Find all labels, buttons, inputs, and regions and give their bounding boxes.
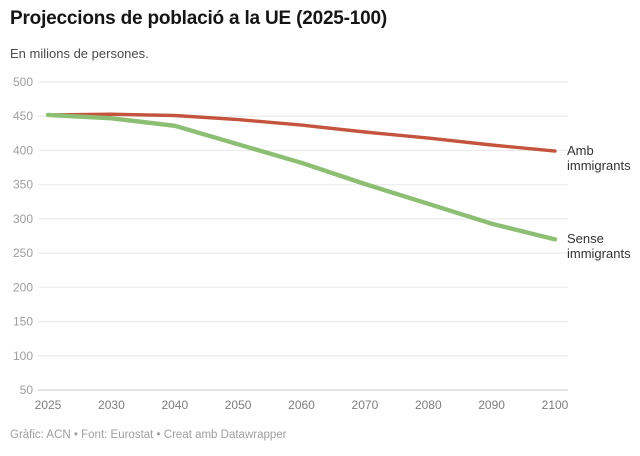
x-tick-label-2040: 2040 bbox=[161, 398, 188, 412]
series-label-sense-immigrants: Sense immigrants bbox=[567, 231, 631, 261]
x-tick-label-2060: 2060 bbox=[288, 398, 315, 412]
chart-footer: Gràfic: ACN • Font: Eurostat • Creat amb… bbox=[10, 429, 287, 441]
y-tick-label-100: 100 bbox=[13, 349, 33, 363]
x-tick-label-2030: 2030 bbox=[98, 398, 125, 412]
x-tick-label-2080: 2080 bbox=[415, 398, 442, 412]
y-tick-label-500: 500 bbox=[13, 75, 33, 89]
series-line-amb-immigrants bbox=[46, 112, 557, 153]
series-line-sense-immigrants bbox=[45, 112, 558, 242]
x-tick-label-2070: 2070 bbox=[352, 398, 379, 412]
y-tick-label-200: 200 bbox=[13, 280, 33, 294]
y-tick-label-300: 300 bbox=[13, 212, 33, 226]
x-tick-label-2100: 2100 bbox=[542, 398, 569, 412]
chart-subtitle: En milions de persones. bbox=[10, 46, 149, 61]
y-tick-label-150: 150 bbox=[13, 315, 33, 329]
x-tick-label-2050: 2050 bbox=[225, 398, 252, 412]
y-tick-label-400: 400 bbox=[13, 143, 33, 157]
x-tick-label-2090: 2090 bbox=[478, 398, 505, 412]
y-tick-label-250: 250 bbox=[13, 246, 33, 260]
chart-title: Projeccions de població a la UE (2025-10… bbox=[10, 8, 388, 29]
y-tick-label-50: 50 bbox=[20, 383, 34, 397]
y-tick-label-450: 450 bbox=[13, 109, 33, 123]
series-label-amb-immigrants: Amb immigrants bbox=[567, 143, 631, 173]
y-tick-label-350: 350 bbox=[13, 178, 33, 192]
x-tick-label-2025: 2025 bbox=[35, 398, 62, 412]
